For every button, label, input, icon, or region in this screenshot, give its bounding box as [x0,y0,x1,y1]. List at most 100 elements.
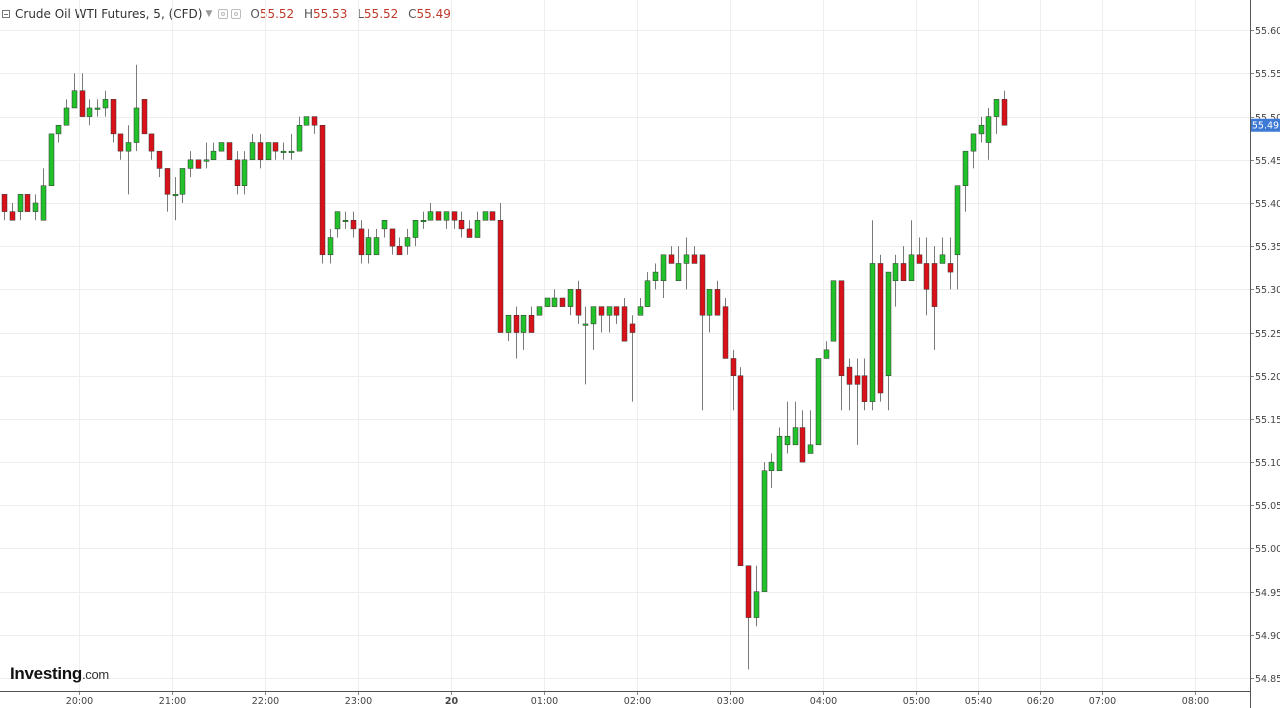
candle [947,237,954,290]
candle [923,237,930,316]
candle-body [861,375,868,402]
candle [40,168,47,221]
candle-body [520,315,527,333]
candle [203,142,210,169]
collapse-icon[interactable] [2,10,10,18]
candle-body [203,159,210,162]
price-tick-label: 55.25 [1255,329,1280,340]
candle [148,133,155,160]
candle-body [389,228,396,247]
candle-body [660,254,667,281]
candle [730,349,737,411]
candle-body [373,237,380,256]
candle-body [9,211,16,221]
candle-body [931,263,938,307]
candle [350,211,357,238]
chevron-down-icon[interactable]: ▼ [205,9,213,19]
candle [869,220,876,411]
candle [613,306,620,324]
candle-body [79,90,86,117]
candle-body [954,185,961,256]
candle-body [110,99,117,135]
candle [373,228,380,256]
candle-body [342,220,349,223]
candle-body [474,220,481,238]
visibility-icon[interactable] [218,9,229,19]
candle-body [854,375,861,385]
candle-body [311,116,318,126]
price-axis[interactable]: 55.60 55.55 55.50 55.45 55.40 55.35 55.30 55.25… [1250,0,1280,708]
candle [559,297,566,307]
candle [489,211,496,221]
candle-body [350,220,357,230]
time-tick-label: 21:00 [159,696,186,707]
candle [435,211,442,221]
candle-body [962,150,969,186]
candle-body [381,220,388,230]
candle [885,271,892,411]
candle [241,151,248,195]
candle-body [885,271,892,376]
candle-body [241,159,248,186]
candle-body [296,124,303,152]
candle-body [807,444,814,454]
candle [396,237,403,256]
candle-body [133,107,140,143]
candle [466,220,473,238]
candle-body [528,315,535,333]
candle [133,64,140,152]
candle [606,306,613,333]
candle [699,254,706,411]
instrument-title: Crude Oil WTI Futures, 5, (CFD) [15,7,203,21]
candle [427,202,434,221]
candle-body [172,194,179,197]
candle-body [327,237,334,256]
candle [668,246,675,264]
time-tick-label: 07:00 [1089,696,1116,707]
candle-body [249,142,256,161]
candle [644,272,651,307]
high-label: H [304,7,314,21]
price-tick-label: 55.50 [1255,113,1280,124]
candle [714,280,721,316]
candle-body [443,211,450,221]
candle-body [513,315,520,333]
candle [575,280,582,324]
candle-body [55,124,62,135]
candle [17,194,24,221]
time-tick-label: 20:00 [66,696,93,707]
candle-body [544,297,551,307]
candle [784,401,791,454]
candle [846,358,853,411]
candle [334,211,341,238]
time-tick-label: 03:00 [717,696,744,707]
candle [761,462,768,592]
price-tick-label: 55.20 [1255,372,1280,383]
candle [48,133,55,186]
candle-body [482,211,489,221]
time-axis[interactable]: 20:00 21:00 22:00 23:00 20 01:00 02:00 03:00 04:… [0,691,1250,707]
candle [551,289,558,307]
candle [164,168,171,212]
candle-body [629,323,636,333]
candle-body [916,254,923,264]
candle [520,315,527,350]
price-tick-label: 55.55 [1255,69,1280,80]
candle [675,246,682,281]
candle [249,133,256,161]
candle [590,306,597,350]
candle-body [24,194,31,212]
candle-body [396,245,403,256]
candle-body [637,306,644,316]
candle [296,116,303,152]
candle [24,194,31,212]
candle [141,99,148,135]
candle [365,228,372,264]
settings-icon[interactable] [231,9,242,19]
candle-body [32,202,39,212]
candle-body [551,297,558,307]
candle [683,237,690,290]
candle [1,194,8,221]
time-tick-label: 02:00 [624,696,651,707]
